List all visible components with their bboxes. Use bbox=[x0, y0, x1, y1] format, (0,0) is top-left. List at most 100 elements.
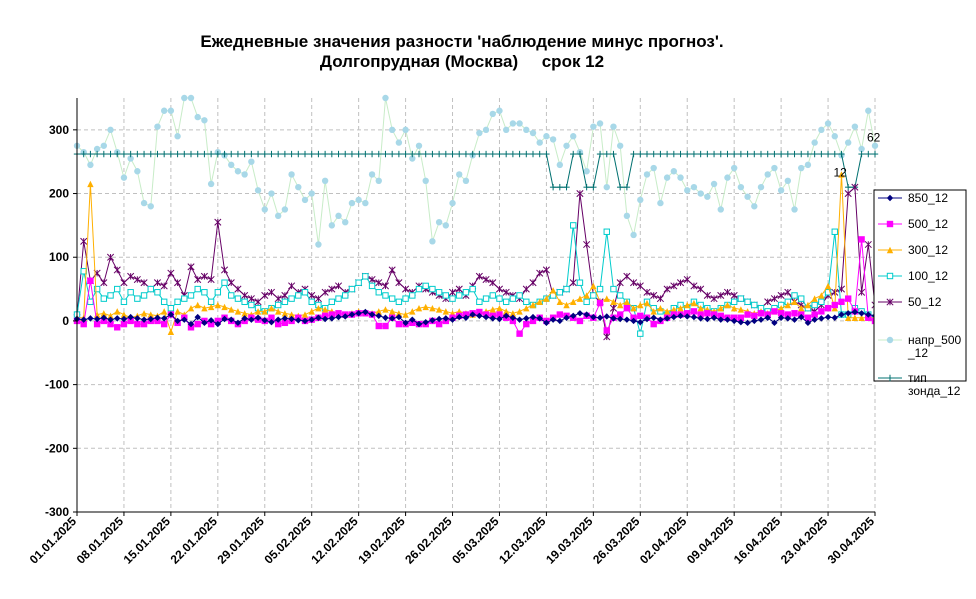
data-point bbox=[596, 299, 604, 307]
data-point bbox=[321, 150, 329, 158]
data-point bbox=[402, 311, 409, 318]
data-point bbox=[268, 314, 275, 321]
data-point bbox=[381, 282, 390, 290]
y-tick-label: 100 bbox=[49, 250, 69, 264]
data-point bbox=[576, 279, 584, 286]
data-point bbox=[616, 301, 624, 309]
data-point bbox=[368, 311, 376, 318]
series-850_12 bbox=[73, 308, 906, 328]
data-point bbox=[167, 150, 175, 158]
data-point bbox=[174, 133, 181, 140]
data-point bbox=[355, 196, 362, 204]
data-point bbox=[791, 292, 798, 299]
data-point bbox=[690, 313, 698, 321]
data-point bbox=[200, 272, 208, 280]
data-point bbox=[516, 316, 523, 323]
data-point bbox=[140, 320, 148, 328]
data-point bbox=[489, 110, 496, 118]
data-point bbox=[107, 126, 114, 134]
data-point bbox=[456, 171, 463, 178]
data-point bbox=[248, 316, 255, 323]
data-point bbox=[114, 285, 121, 293]
data-point bbox=[616, 279, 624, 287]
data-point bbox=[368, 275, 376, 284]
data-point bbox=[114, 150, 121, 158]
data-point bbox=[704, 150, 711, 158]
data-point bbox=[798, 313, 805, 321]
data-point bbox=[160, 282, 168, 290]
data-point bbox=[288, 282, 296, 290]
data-point bbox=[80, 150, 87, 158]
data-point bbox=[690, 183, 698, 191]
data-point bbox=[616, 183, 624, 191]
data-point bbox=[301, 289, 309, 296]
data-point bbox=[643, 150, 651, 158]
data-point bbox=[295, 183, 302, 191]
data-point bbox=[93, 285, 101, 293]
data-point bbox=[281, 319, 289, 327]
data-point bbox=[623, 183, 631, 191]
data-point bbox=[583, 298, 590, 306]
data-point bbox=[663, 315, 671, 322]
data-point bbox=[388, 308, 396, 315]
data-point bbox=[643, 315, 651, 323]
x-tick-label: 12.03.2025 bbox=[496, 514, 549, 567]
data-point bbox=[697, 285, 705, 293]
data-point bbox=[409, 292, 416, 299]
y-tick-label: -200 bbox=[45, 441, 69, 455]
data-point bbox=[160, 298, 168, 306]
data-point bbox=[636, 282, 644, 290]
data-point bbox=[610, 315, 617, 322]
annotations: 62 12 bbox=[833, 130, 880, 179]
data-point bbox=[710, 180, 718, 188]
data-point bbox=[556, 183, 564, 191]
data-point bbox=[221, 303, 228, 311]
data-point bbox=[791, 206, 798, 213]
data-point bbox=[771, 319, 778, 327]
data-point bbox=[791, 298, 798, 306]
data-point bbox=[556, 317, 564, 325]
data-point bbox=[201, 289, 208, 296]
data-point bbox=[730, 317, 738, 325]
data-point bbox=[462, 177, 470, 184]
data-point bbox=[342, 313, 349, 320]
data-point bbox=[717, 304, 724, 312]
data-point bbox=[348, 311, 356, 318]
data-point bbox=[127, 150, 134, 158]
data-point bbox=[683, 275, 691, 284]
x-tick-label: 05.02.2025 bbox=[261, 514, 314, 567]
data-point bbox=[462, 289, 470, 296]
data-point bbox=[187, 292, 195, 299]
data-point bbox=[744, 311, 751, 318]
data-point bbox=[342, 150, 349, 158]
data-point bbox=[375, 177, 382, 184]
data-point bbox=[784, 177, 792, 184]
data-point bbox=[87, 161, 94, 169]
data-point bbox=[824, 304, 832, 312]
data-point bbox=[576, 310, 584, 317]
data-point bbox=[623, 316, 631, 323]
data-point bbox=[261, 291, 269, 299]
data-point bbox=[516, 308, 523, 315]
data-point bbox=[536, 315, 543, 322]
data-point bbox=[435, 150, 443, 158]
data-point bbox=[596, 150, 604, 158]
x-tick-label: 12.02.2025 bbox=[308, 514, 361, 567]
data-point bbox=[388, 315, 396, 322]
data-point bbox=[482, 275, 490, 284]
data-point bbox=[818, 292, 825, 299]
data-point bbox=[798, 295, 805, 302]
data-point bbox=[429, 238, 436, 245]
data-point bbox=[120, 174, 128, 181]
data-point bbox=[757, 183, 765, 191]
data-point bbox=[543, 150, 550, 158]
data-point bbox=[221, 279, 228, 286]
series-100_12 bbox=[73, 222, 879, 337]
data-point bbox=[462, 314, 470, 321]
data-point bbox=[502, 150, 510, 158]
series-напр_500_12 bbox=[73, 94, 879, 248]
data-point bbox=[362, 150, 369, 158]
data-point bbox=[650, 320, 657, 328]
data-point bbox=[120, 311, 128, 318]
